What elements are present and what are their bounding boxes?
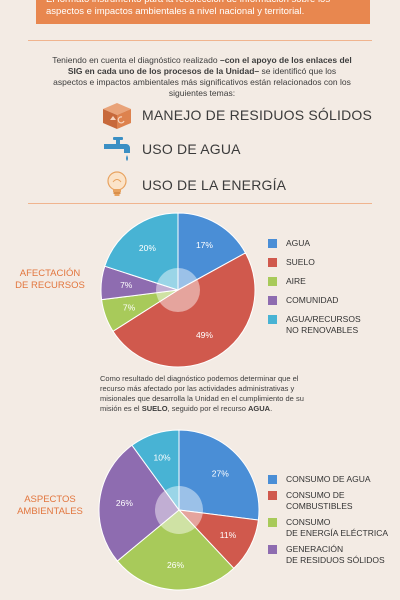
legend-label: AIRE [286,276,306,287]
pie-data-label: 17% [196,240,213,250]
legend-item: CONSUMO DE AGUA [268,474,388,485]
pie-data-label: 26% [116,498,133,508]
divider [28,203,372,204]
legend-swatch [268,258,277,267]
legend-label: SUELO [286,257,315,268]
middle-text-part: . [270,404,273,413]
legend-item: CONSUMO DE COMBUSTIBLES [268,490,388,512]
intro-bold: –con el apoyo de los enlaces del SIG en … [67,55,352,76]
legend-item: CONSUMO DE ENERGÍA ELÉCTRICA [268,517,388,539]
intro-suffix: se identificó que los aspectos e impacto… [53,66,351,98]
legend-label-line: GENERACIÓN [286,544,344,554]
topic-label-agua: USO DE AGUA [142,141,241,157]
legend-item: COMUNIDAD [268,295,361,306]
middle-bold-agua: AGUA [248,404,271,413]
pie-data-label: 20% [139,243,156,253]
pie-data-label: 27% [212,469,229,479]
section-title-line: AMBIENTALES [17,506,83,517]
legend-swatch [268,239,277,248]
legend-label-line: COMBUSTIBLES [286,501,353,511]
pie-slice [116,509,235,591]
legend-label-line: NO RENOVABLES [286,325,359,335]
banner-text: El formato instrumento para la recolecci… [46,0,330,17]
legend-swatch [268,518,277,527]
pie-chart-afectacion: 17% 49% 7% 7% 20% [100,212,256,368]
recycle-box-icon [100,100,134,130]
topic-energia: USO DE LA ENERGÍA [100,170,286,200]
top-banner: El formato instrumento para la recolecci… [36,0,370,24]
legend-label: GENERACIÓN DE RESIDUOS SÓLIDOS [286,544,385,566]
section-title-line: DE RECURSOS [15,280,85,291]
section-title-line: ASPECTOS [24,494,76,505]
intro-paragraph: Teniendo en cuenta el diagnóstico realiz… [52,55,352,99]
legend-label: CONSUMO DE ENERGÍA ELÉCTRICA [286,517,388,539]
legend-label-line: AIRE [286,276,306,286]
legend-item: AGUA [268,238,361,249]
pie-data-label: 26% [167,560,184,570]
faucet-icon [100,134,134,164]
pie-slice [131,429,180,512]
section-title-aspectos: ASPECTOS AMBIENTALES [0,494,100,518]
legend-swatch [268,315,277,324]
middle-text-part: Como resultado del diagnóstico podemos d… [100,374,304,413]
legend-label-line: CONSUMO DE AGUA [286,474,371,484]
legend-item: AIRE [268,276,361,287]
legend-swatch [268,491,277,500]
middle-bold-suelo: SUELO [141,404,168,413]
legend-label-line: COMUNIDAD [286,295,339,305]
intro-prefix: Teniendo en cuenta el diagnóstico realiz… [52,55,220,65]
section-title-line: AFECTACIÓN [19,268,81,279]
pie-center-overlay [156,268,200,312]
divider [28,40,372,41]
legend-label-line: AGUA [286,238,311,248]
pie-data-label: 10% [153,453,170,463]
legend-label-line: SUELO [286,257,315,267]
legend-label: AGUA [286,238,310,249]
legend-swatch [268,545,277,554]
legend-label: CONSUMO DE AGUA [286,474,371,485]
middle-paragraph: Como resultado del diagnóstico podemos d… [100,374,318,414]
legend-item: SUELO [268,257,361,268]
legend-item: AGUA/RECURSOS NO RENOVABLES [268,314,361,336]
legend-swatch [268,277,277,286]
topic-residuos: MANEJO DE RESIDUOS SÓLIDOS [100,100,372,130]
legend-item: GENERACIÓN DE RESIDUOS SÓLIDOS [268,544,388,566]
legend-label: COMUNIDAD [286,295,338,306]
middle-text-part: , seguido por el recurso [167,404,248,413]
legend-afectacion: AGUA SUELO AIRE COMUNIDAD AGUA/RECURSOS NO RE… [268,238,361,344]
section-title-afectacion: AFECTACIÓN DE RECURSOS [0,268,100,292]
legend-label: AGUA/RECURSOS NO RENOVABLES [286,314,361,336]
pie-slice [177,212,247,291]
legend-aspectos: CONSUMO DE AGUA CONSUMO DE COMBUSTIBLES CON… [268,474,388,571]
legend-swatch [268,296,277,305]
pie-data-label: 49% [196,330,213,340]
pie-data-label: 7% [120,280,133,290]
legend-label-line: CONSUMO [286,517,331,527]
pie-slice [104,212,179,291]
pie-slice [98,444,180,562]
pie-slice [112,252,256,368]
legend-swatch [268,475,277,484]
legend-label-line: DE ENERGÍA ELÉCTRICA [286,528,389,538]
topic-agua: USO DE AGUA [100,134,241,164]
pie-chart-aspectos: 27% 11% 26% 26% 10% [98,429,260,591]
topic-label-energia: USO DE LA ENERGÍA [142,177,287,193]
legend-label: CONSUMO DE COMBUSTIBLES [286,490,353,512]
pie-center-overlay [155,486,203,534]
pie-data-label: 11% [220,530,237,540]
legend-label-line: DE RESIDUOS SÓLIDOS [286,555,385,565]
topic-label-residuos: MANEJO DE RESIDUOS SÓLIDOS [142,107,373,123]
lightbulb-icon [100,170,134,200]
pie-slice [178,429,260,521]
pie-data-label: 7% [123,303,136,313]
legend-label-line: CONSUMO DE [286,490,345,500]
legend-label-line: AGUA/RECURSOS [286,314,361,324]
